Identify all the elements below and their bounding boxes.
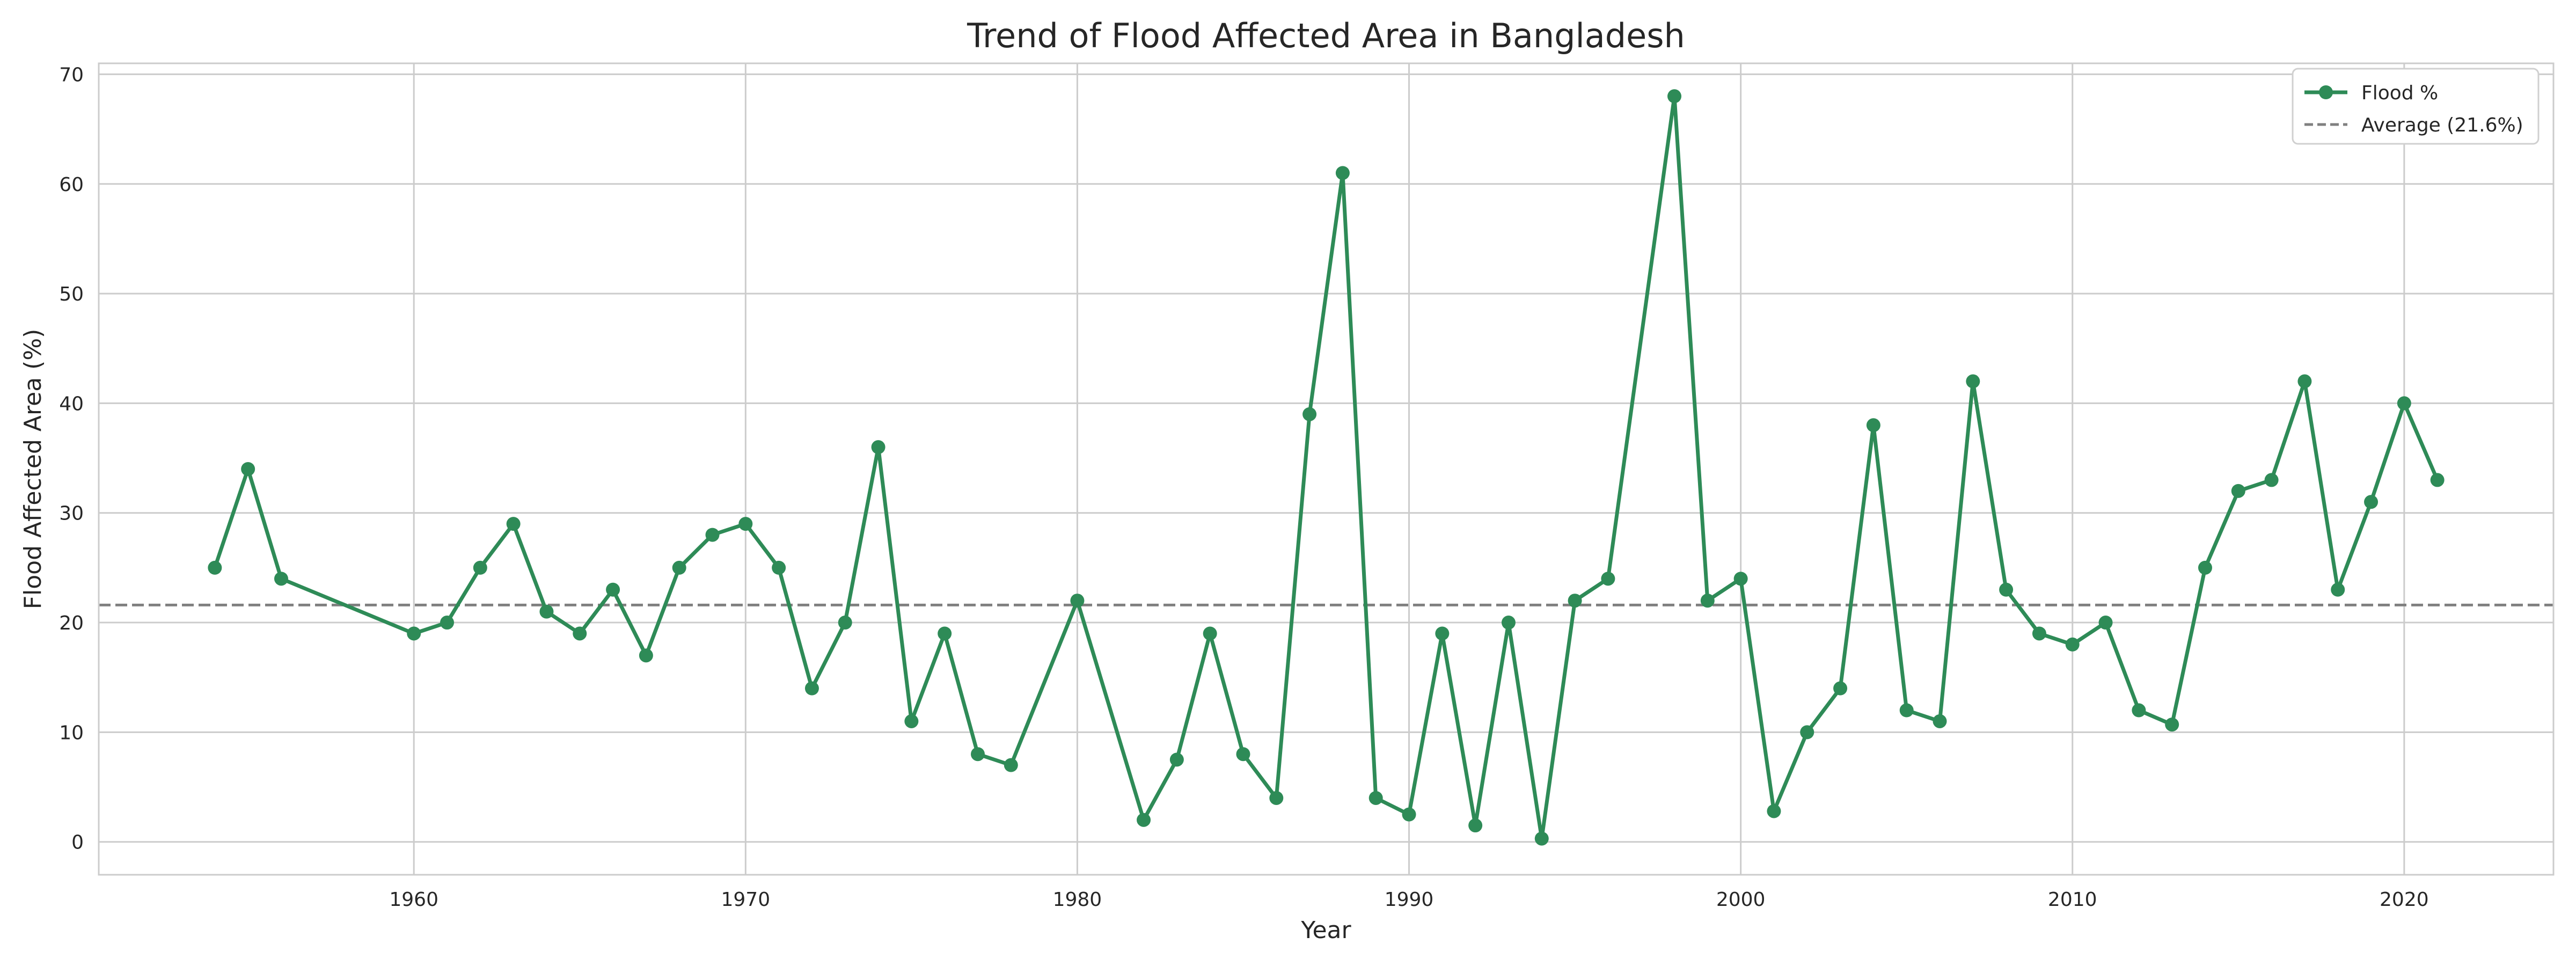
data-point — [539, 604, 554, 619]
x-tick-label: 2020 — [2380, 889, 2429, 911]
data-point — [2098, 616, 2113, 630]
x-tick-label: 1960 — [389, 889, 438, 911]
y-tick-label: 10 — [59, 722, 84, 744]
legend-label-flood: Flood % — [2361, 82, 2438, 104]
data-point — [1667, 89, 1682, 104]
data-point — [2297, 374, 2312, 389]
data-point — [1435, 626, 1450, 641]
marker-layer — [208, 89, 2445, 846]
data-point — [738, 517, 753, 531]
data-point — [2065, 637, 2080, 652]
chart-title: Trend of Flood Affected Area in Banglade… — [967, 16, 1685, 55]
data-point — [440, 616, 455, 630]
data-point — [2397, 396, 2411, 411]
data-point — [938, 626, 952, 641]
x-tick-label: 1990 — [1385, 889, 1434, 911]
data-point — [1368, 791, 1383, 805]
data-point — [1137, 813, 1151, 827]
data-point — [772, 560, 786, 575]
data-point — [639, 648, 653, 663]
y-tick-label: 30 — [59, 503, 84, 525]
data-point — [407, 626, 421, 641]
data-point — [1169, 752, 1184, 767]
x-tick-label: 2000 — [1716, 889, 1766, 911]
data-point — [1999, 582, 2014, 597]
y-tick-label: 60 — [59, 174, 84, 196]
data-point — [1767, 804, 1781, 818]
data-point — [2264, 473, 2279, 487]
data-point — [1700, 594, 1715, 608]
data-point — [1534, 831, 1549, 846]
data-point — [804, 681, 819, 696]
plot-frame — [98, 62, 2555, 876]
x-axis-label: Year — [1300, 917, 1351, 944]
data-point — [2032, 626, 2046, 641]
data-point — [672, 560, 686, 575]
data-point — [1601, 572, 1615, 586]
data-point — [506, 517, 521, 531]
data-point — [1236, 747, 1250, 762]
data-point — [2331, 582, 2345, 597]
data-point — [1070, 594, 1085, 608]
y-tick-label: 40 — [59, 393, 84, 415]
data-point — [1833, 681, 1848, 696]
y-tick-labels: 0 10 20 30 40 50 60 70 — [59, 64, 84, 853]
data-point — [705, 528, 720, 542]
data-point — [1302, 407, 1317, 421]
data-point — [970, 747, 985, 762]
data-point — [208, 560, 222, 575]
y-tick-label: 70 — [59, 64, 84, 86]
data-point — [573, 626, 587, 641]
data-point — [1966, 374, 1980, 389]
x-tick-label: 1980 — [1053, 889, 1102, 911]
data-point — [1501, 616, 1516, 630]
data-point — [838, 616, 852, 630]
data-point — [1899, 703, 1914, 718]
data-point — [1203, 626, 1217, 641]
data-point — [1402, 807, 1416, 822]
y-tick-label: 20 — [59, 612, 84, 634]
data-point — [904, 714, 919, 728]
data-point — [241, 462, 255, 476]
data-point — [1933, 714, 1947, 728]
data-point — [1866, 418, 1880, 433]
data-point — [1004, 758, 1018, 772]
data-point — [473, 560, 487, 575]
data-point — [2132, 703, 2146, 718]
data-point — [1468, 818, 1483, 833]
data-point — [2165, 718, 2179, 732]
data-point — [274, 572, 288, 586]
data-point — [2198, 560, 2212, 575]
data-point — [1733, 572, 1748, 586]
data-point — [606, 582, 620, 597]
legend-marker-flood — [2319, 85, 2333, 99]
data-point — [2364, 495, 2379, 509]
data-point — [2231, 484, 2245, 498]
data-point — [1800, 725, 1814, 740]
data-point — [1568, 594, 1582, 608]
x-tick-label: 1970 — [721, 889, 770, 911]
legend-label-average: Average (21.6%) — [2361, 114, 2523, 136]
y-axis-label: Flood Affected Area (%) — [19, 329, 47, 610]
x-tick-label: 2010 — [2048, 889, 2097, 911]
legend: Flood % Average (21.6%) — [2292, 68, 2540, 145]
x-tick-labels: 1960 1970 1980 1990 2000 2010 2020 — [389, 889, 2428, 911]
legend-box — [2292, 68, 2540, 145]
data-point — [1335, 166, 1350, 180]
data-point — [1269, 791, 1284, 805]
data-point — [871, 440, 885, 455]
y-tick-label: 0 — [71, 832, 84, 854]
y-tick-label: 50 — [59, 283, 84, 305]
data-point — [2430, 473, 2445, 487]
